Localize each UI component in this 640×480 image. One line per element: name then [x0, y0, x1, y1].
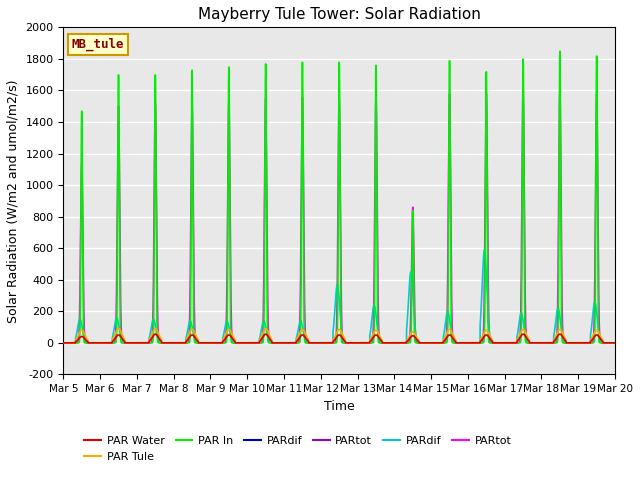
Legend: PAR Water, PAR Tule, PAR In, PARdif, PARtot, PARdif, PARtot: PAR Water, PAR Tule, PAR In, PARdif, PAR… — [80, 432, 516, 466]
X-axis label: Time: Time — [324, 400, 355, 413]
Text: MB_tule: MB_tule — [72, 38, 124, 51]
Title: Mayberry Tule Tower: Solar Radiation: Mayberry Tule Tower: Solar Radiation — [198, 7, 481, 22]
Y-axis label: Solar Radiation (W/m2 and umol/m2/s): Solar Radiation (W/m2 and umol/m2/s) — [7, 79, 20, 323]
